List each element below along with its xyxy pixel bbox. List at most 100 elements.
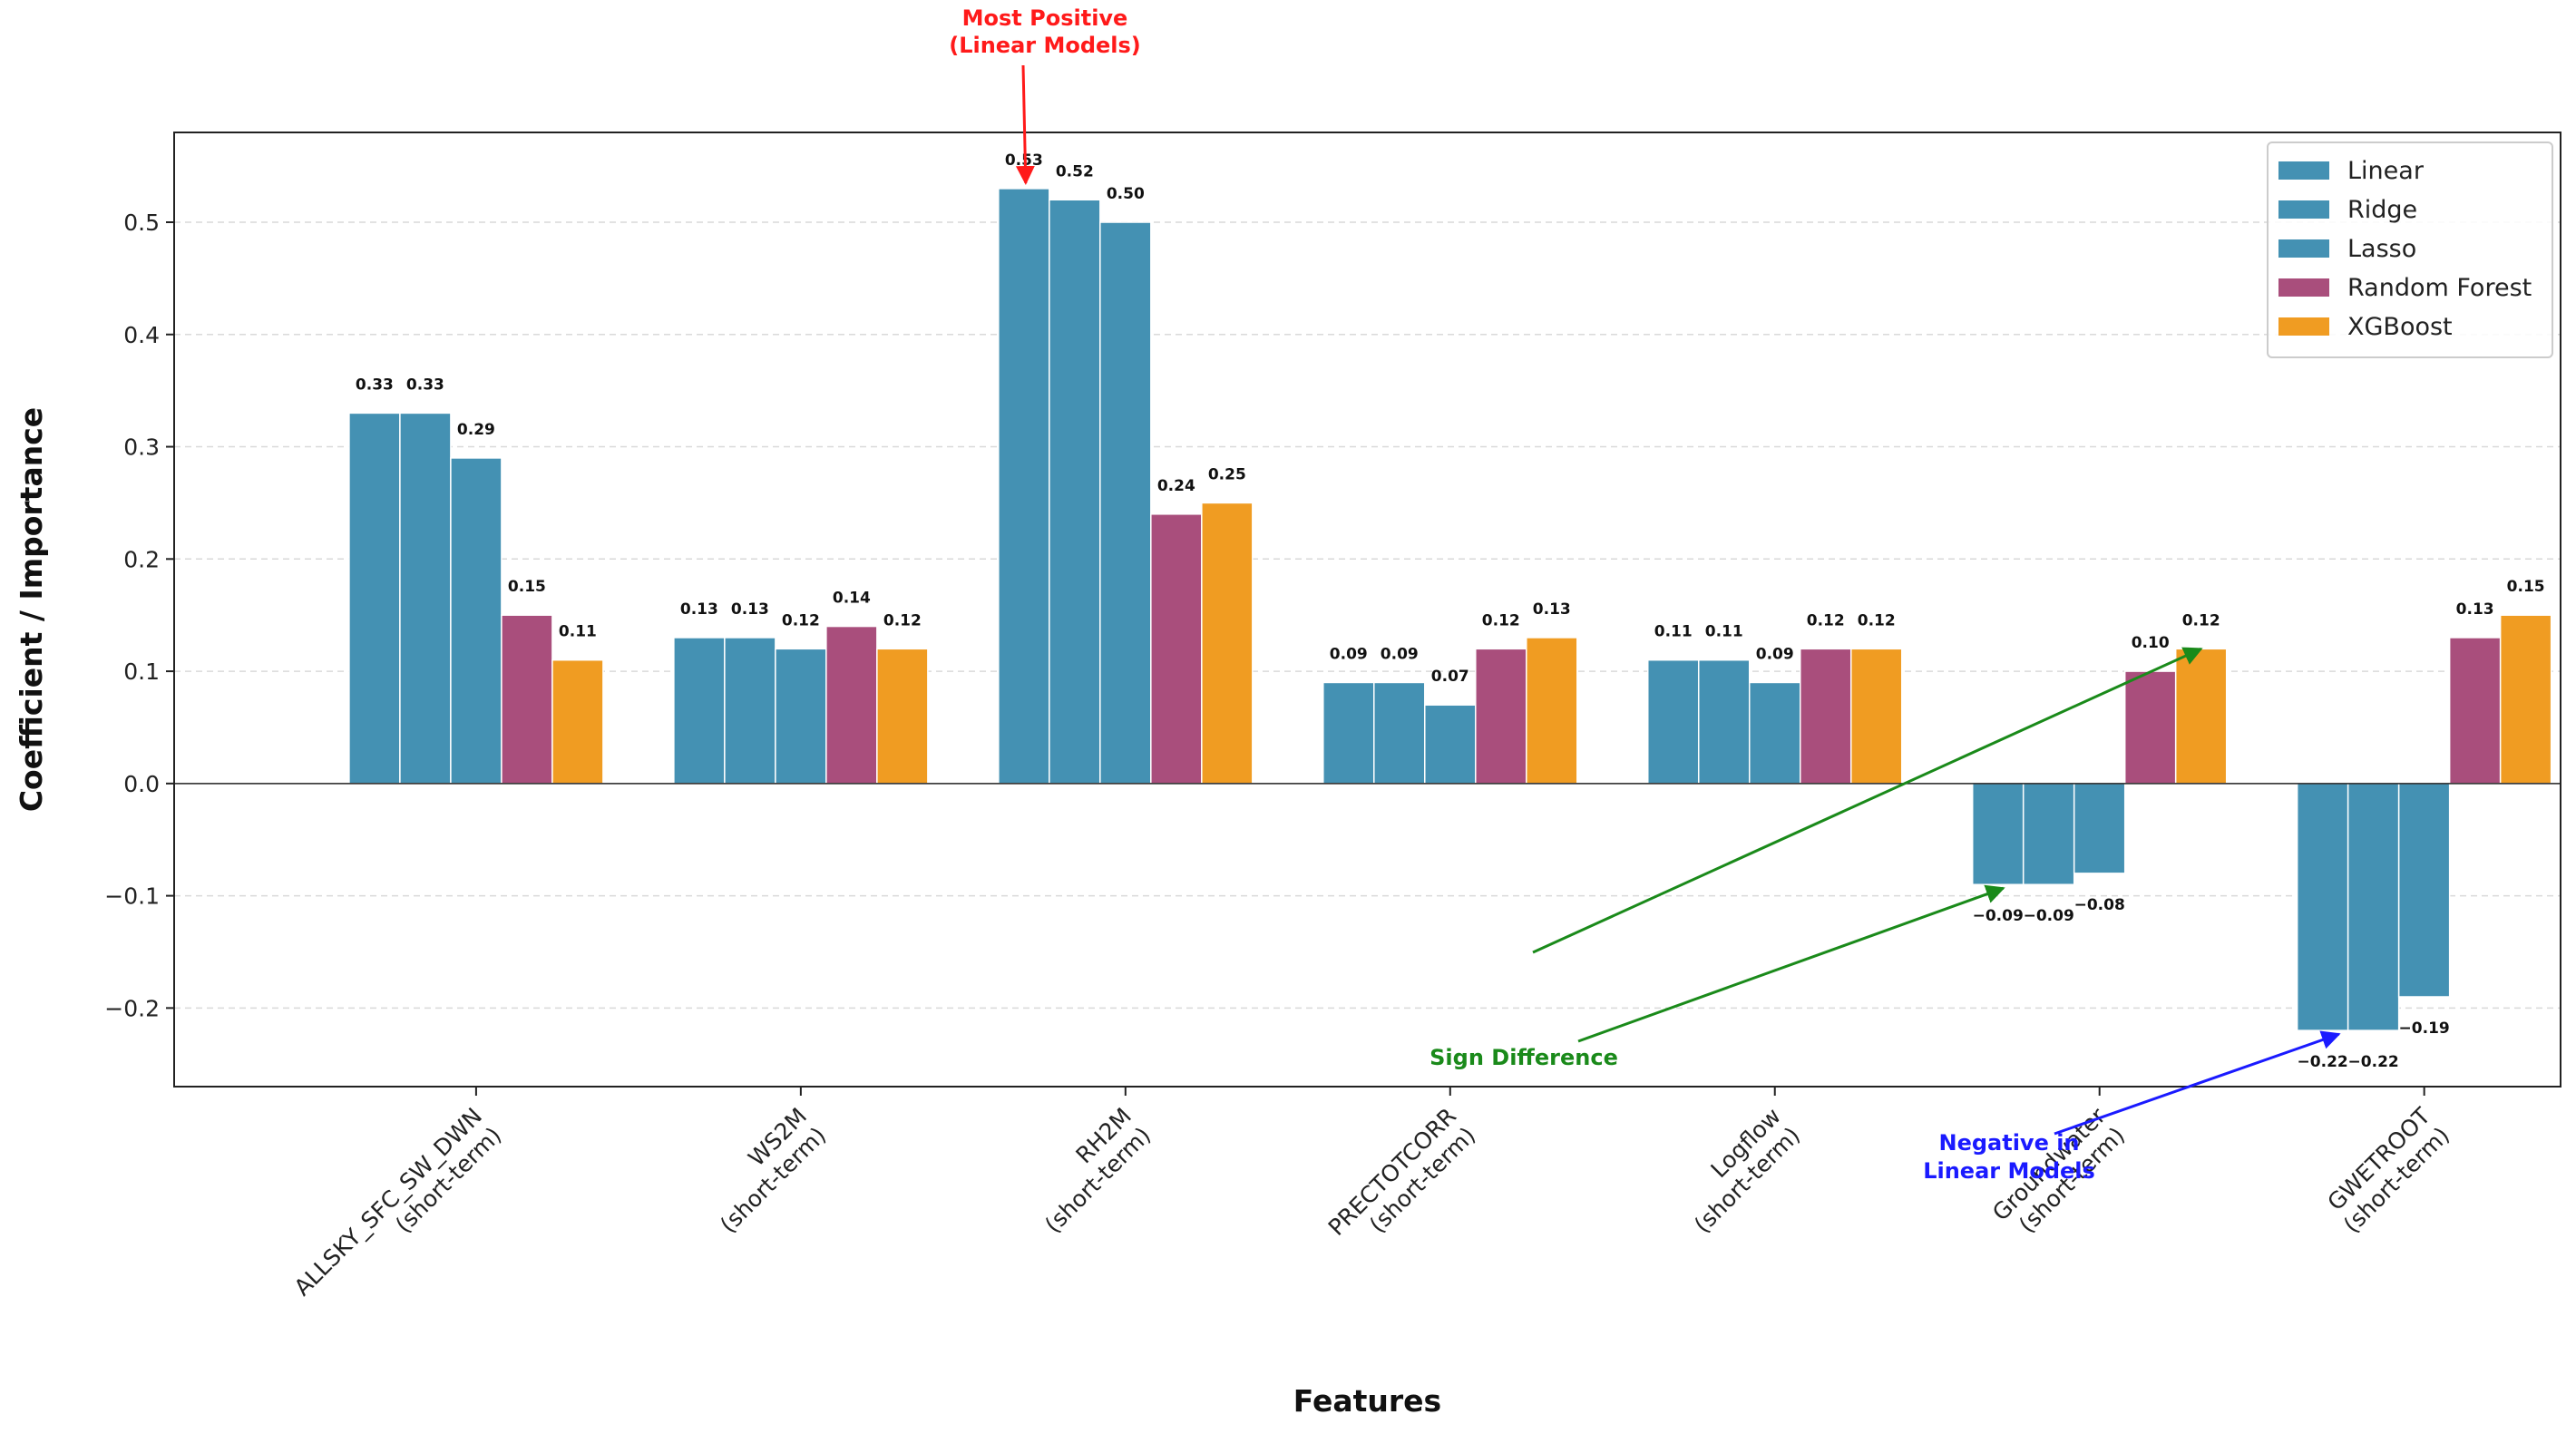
annotation-sign-difference: Sign Difference <box>1429 1045 1618 1070</box>
bar-lasso-5 <box>1748 681 1801 785</box>
data-label: 0.09 <box>1756 645 1794 663</box>
y-tick-label: −0.1 <box>104 883 160 910</box>
bar-linear-2 <box>673 637 726 785</box>
bar-lasso-4 <box>1424 704 1477 785</box>
y-tick-label: 0.1 <box>123 658 160 685</box>
legend-label: Random Forest <box>2347 274 2532 302</box>
data-label: 0.12 <box>2182 611 2220 629</box>
annotation-line: Negative in <box>1938 1130 2079 1156</box>
bar-linear-1 <box>348 412 401 785</box>
annotation-line: Most Positive <box>962 5 1128 31</box>
data-label: 0.12 <box>1807 611 1845 629</box>
data-label: 0.33 <box>356 376 394 394</box>
bar-ridge-6 <box>2022 783 2075 885</box>
legend-swatch <box>2278 317 2329 336</box>
data-label: −0.22 <box>2298 1053 2348 1071</box>
bar-random-forest-5 <box>1799 648 1852 785</box>
data-label: 0.15 <box>2507 578 2545 596</box>
data-label: 0.12 <box>883 611 922 629</box>
data-label: 0.10 <box>2132 634 2170 652</box>
bar-xgboost-1 <box>551 658 604 785</box>
data-label: 0.15 <box>508 578 546 596</box>
data-label: 0.13 <box>731 600 769 619</box>
data-label: 0.29 <box>457 421 495 439</box>
annotation-line: (Linear Models) <box>949 33 1141 58</box>
legend-box <box>2267 141 2553 358</box>
data-label: −0.09 <box>1973 907 2024 925</box>
annotation-line: Sign Difference <box>1429 1045 1618 1070</box>
x-tick-label-line: ALLSKY_SFC_SW_DWN <box>289 1103 488 1302</box>
bar-xgboost-4 <box>1526 637 1578 785</box>
annotation-line: Linear Models <box>1923 1158 2095 1184</box>
legend: Linear Ridge Lasso Random Forest XGBoost <box>2267 141 2553 358</box>
bar-linear-5 <box>1646 658 1700 785</box>
data-label: −0.22 <box>2348 1053 2399 1071</box>
data-label: 0.13 <box>2456 600 2494 619</box>
bar-random-forest-7 <box>2448 637 2502 785</box>
y-tick-label: 0.3 <box>123 434 160 461</box>
bar-random-forest-3 <box>1150 513 1203 785</box>
annotation-negative-linear: Negative in Linear Models <box>1923 1130 2095 1184</box>
legend-label: Lasso <box>2347 235 2416 263</box>
bar-ridge-2 <box>724 637 776 785</box>
data-labels: 0.330.130.530.090.11−0.09−0.220.330.130.… <box>356 151 2545 1071</box>
x-tick-label: GWETROOT(short-term) <box>2319 1102 2455 1238</box>
legend-label: XGBoost <box>2347 313 2453 341</box>
data-label: 0.11 <box>559 623 597 641</box>
bar-random-forest-4 <box>1475 648 1527 785</box>
data-label: −0.09 <box>2024 907 2074 925</box>
legend-label: Ridge <box>2347 196 2417 224</box>
data-label: 0.13 <box>1533 600 1571 619</box>
legend-swatch <box>2278 200 2329 219</box>
annotations: Most Positive (Linear Models) Sign Differe… <box>949 5 2341 1184</box>
bars <box>348 188 2552 1031</box>
x-tick-label: ALLSKY_SFC_SW_DWN(short-term) <box>289 1103 507 1321</box>
bar-ridge-5 <box>1697 658 1751 785</box>
bar-ridge-7 <box>2347 783 2400 1031</box>
data-label: −0.19 <box>2399 1019 2450 1038</box>
legend-swatch <box>2278 278 2329 297</box>
bar-lasso-6 <box>2073 783 2126 874</box>
data-label: 0.11 <box>1705 623 1743 641</box>
bar-lasso-7 <box>2397 783 2451 998</box>
data-label: 0.12 <box>1482 611 1520 629</box>
data-label: 0.24 <box>1157 477 1195 495</box>
x-tick-label: PRECTOTCORR(short-term) <box>1323 1103 1480 1260</box>
x-tick-label: RH2M(short-term) <box>1020 1103 1156 1238</box>
bar-ridge-4 <box>1373 681 1426 785</box>
annotation-most-positive: Most Positive (Linear Models) <box>949 5 1141 58</box>
bar-linear-6 <box>1971 783 2025 885</box>
data-label: 0.09 <box>1381 645 1419 663</box>
bar-linear-3 <box>998 188 1050 785</box>
arrow-sign-difference-1 <box>1577 884 2005 1043</box>
bar-lasso-1 <box>450 457 503 785</box>
y-tick-label: 0.0 <box>123 771 160 797</box>
bar-xgboost-5 <box>1849 648 1903 785</box>
plot-frame <box>173 132 2561 1088</box>
legend-label: Linear <box>2347 157 2425 185</box>
data-label: 0.33 <box>406 376 444 394</box>
data-label: 0.52 <box>1056 162 1094 180</box>
bar-ridge-1 <box>399 412 452 785</box>
bar-xgboost-6 <box>2174 648 2228 785</box>
arrow-most-positive <box>1015 64 1035 185</box>
bar-xgboost-7 <box>2499 614 2552 785</box>
data-label: 0.07 <box>1431 668 1469 686</box>
y-tick-label: −0.2 <box>104 995 160 1021</box>
data-label: 0.14 <box>833 590 871 608</box>
data-label: 0.09 <box>1330 645 1368 663</box>
y-tick-label: 0.5 <box>123 210 160 236</box>
data-label: 0.11 <box>1654 623 1693 641</box>
x-axis-title: Features <box>1293 1383 1441 1419</box>
bar-random-forest-2 <box>825 625 878 785</box>
bar-xgboost-2 <box>876 648 929 785</box>
data-label: 0.12 <box>1858 611 1896 629</box>
data-label: 0.12 <box>782 611 820 629</box>
data-label: −0.08 <box>2074 896 2125 914</box>
bar-linear-4 <box>1322 681 1375 785</box>
y-tick-label: 0.4 <box>123 322 160 348</box>
y-axis-title: Coefficient / Importance <box>14 407 49 812</box>
bar-random-forest-6 <box>2123 670 2177 785</box>
